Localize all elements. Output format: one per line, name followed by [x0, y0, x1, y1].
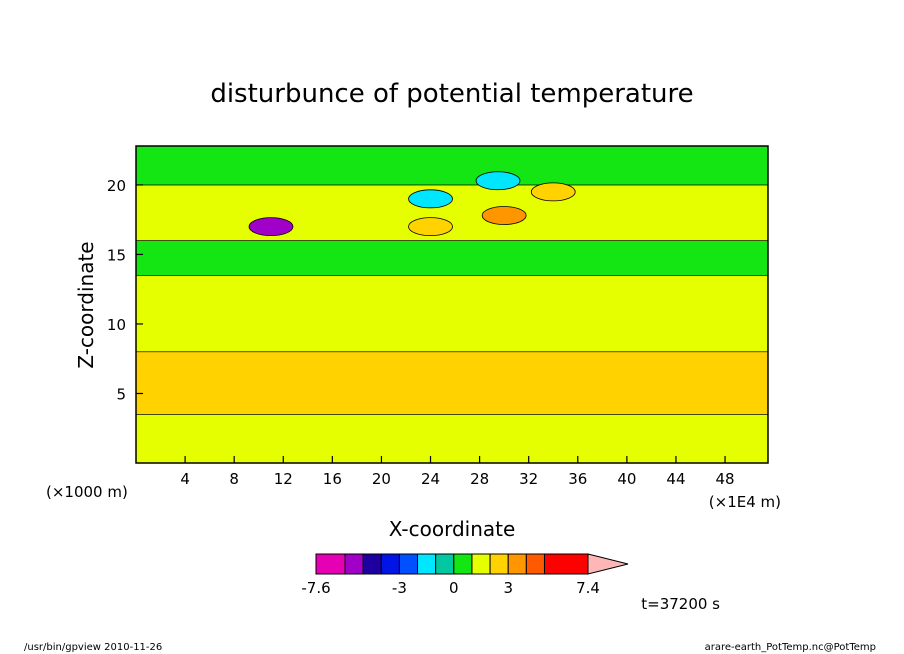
y-axis-ticks: 5 10 15 20 — [107, 177, 143, 403]
x-tick-label: 28 — [470, 470, 489, 488]
colorbar-segment — [315, 553, 346, 575]
footer-right: arare-earth_PotTemp.nc@PotTemp — [705, 642, 876, 653]
x-tick-label: 48 — [716, 470, 735, 488]
colorbar-tick-label: -3 — [392, 579, 407, 597]
x-tick-label: 40 — [617, 470, 636, 488]
x-tick-label: 4 — [180, 470, 190, 488]
y-axis-label: Z-coordinate — [74, 241, 98, 368]
x-unit-right: (×1E4 m) — [709, 493, 781, 511]
chart-title: disturbunce of potential temperature — [210, 79, 693, 109]
x-tick-label: 8 — [229, 470, 239, 488]
time-label: t=37200 s — [641, 595, 720, 613]
colorbar-segment — [453, 553, 473, 575]
contour-feature-4 — [475, 171, 521, 191]
colorbar-segment — [543, 553, 589, 575]
contour-feature-1 — [481, 206, 527, 225]
x-tick-label: 44 — [666, 470, 685, 488]
colorbar-segment — [362, 553, 382, 575]
x-unit-left: (×1000 m) — [46, 483, 128, 501]
colorbar-tick-label: 7.4 — [576, 579, 600, 597]
contour-layer-4 — [135, 184, 769, 241]
colorbar-segment — [398, 553, 419, 575]
contour-layer-1 — [135, 351, 769, 415]
colorbar-tick-labels: -7.6 -3 0 3 7.4 — [301, 579, 600, 597]
contour-feature-3 — [530, 182, 576, 202]
x-tick-label: 32 — [519, 470, 538, 488]
y-tick-label: 5 — [116, 385, 126, 403]
x-tick-label: 12 — [274, 470, 293, 488]
contour-layer-0 — [135, 414, 769, 464]
plot-area — [135, 145, 769, 464]
contour-layer-3 — [135, 240, 769, 276]
colorbar-segment — [435, 553, 455, 575]
x-tick-label: 36 — [568, 470, 587, 488]
colorbar-segment — [344, 553, 364, 575]
colorbar-segment — [417, 553, 437, 575]
contour-feature-5 — [408, 189, 453, 209]
footer-left: /usr/bin/gpview 2010-11-26 — [24, 642, 162, 653]
contour-layer-2 — [135, 275, 769, 353]
colorbar-segment — [525, 553, 545, 575]
colorbar-tick-label: 3 — [503, 579, 513, 597]
y-tick-label: 20 — [107, 177, 126, 195]
x-tick-label: 24 — [421, 470, 440, 488]
colorbar-segment — [507, 553, 527, 575]
colorbar-tick-label: 0 — [449, 579, 459, 597]
colorbar-segment — [380, 553, 400, 575]
y-tick-label: 10 — [107, 316, 126, 334]
contour-feature-0 — [248, 217, 294, 237]
colorbar-segment — [489, 553, 509, 575]
x-axis-label: X-coordinate — [389, 517, 516, 541]
x-axis-ticks: 4 8 12 16 20 24 28 32 36 40 44 48 — [180, 456, 735, 488]
colorbar-tick-label: -7.6 — [301, 579, 330, 597]
plot-frame — [135, 145, 769, 464]
colorbar-segment — [471, 553, 491, 575]
x-tick-label: 20 — [372, 470, 391, 488]
contour-feature-2 — [408, 217, 453, 237]
colorbar — [315, 553, 629, 575]
colorbar-extend-arrow — [587, 553, 629, 575]
x-tick-label: 16 — [323, 470, 342, 488]
y-tick-label: 15 — [107, 246, 126, 264]
contour-layer-5 — [135, 145, 769, 186]
